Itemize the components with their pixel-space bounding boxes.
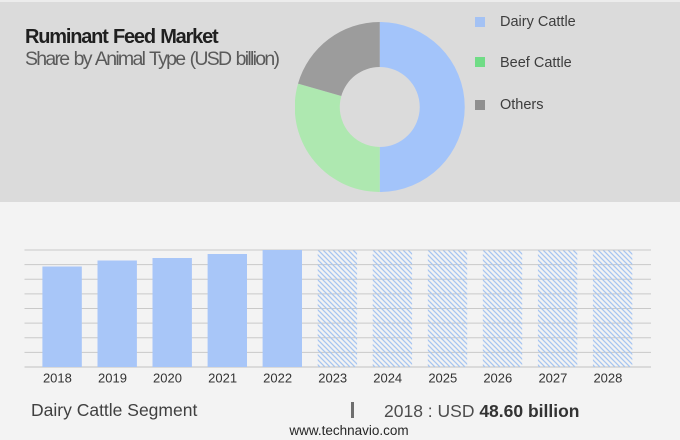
svg-text:2023: 2023 xyxy=(318,371,347,386)
svg-text:2021: 2021 xyxy=(208,371,237,386)
svg-text:2025: 2025 xyxy=(428,371,457,386)
svg-text:2020: 2020 xyxy=(153,371,182,386)
svg-text:2022: 2022 xyxy=(263,371,292,386)
svg-text:2018: 2018 xyxy=(43,371,72,386)
svg-text:2024: 2024 xyxy=(373,371,402,386)
svg-text:2028: 2028 xyxy=(593,371,622,386)
svg-text:2019: 2019 xyxy=(98,371,127,386)
svg-text:2026: 2026 xyxy=(483,371,512,386)
svg-text:2027: 2027 xyxy=(538,371,567,386)
